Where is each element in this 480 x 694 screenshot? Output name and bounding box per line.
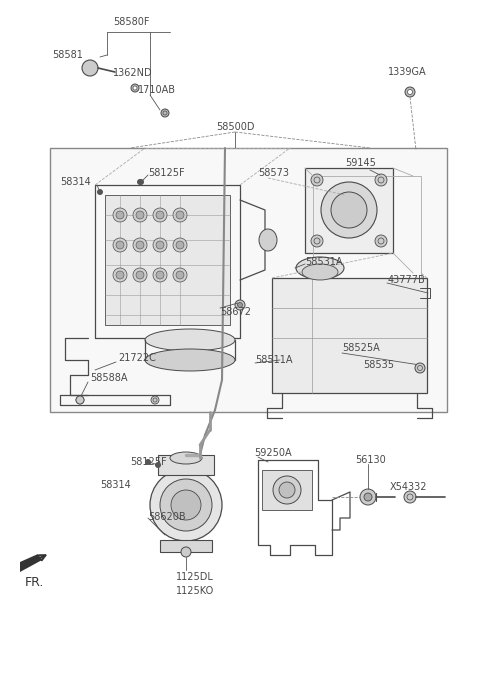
- Circle shape: [97, 189, 103, 195]
- Circle shape: [82, 60, 98, 76]
- Circle shape: [133, 86, 137, 90]
- Circle shape: [176, 211, 184, 219]
- Ellipse shape: [150, 469, 222, 541]
- Ellipse shape: [145, 349, 235, 371]
- Text: 1339GA: 1339GA: [388, 67, 427, 77]
- Circle shape: [311, 235, 323, 247]
- Ellipse shape: [259, 229, 277, 251]
- Bar: [262, 470, 312, 510]
- Circle shape: [153, 238, 167, 252]
- Circle shape: [405, 87, 415, 97]
- Circle shape: [113, 268, 127, 282]
- Text: 1125KO: 1125KO: [176, 586, 214, 596]
- Circle shape: [404, 491, 416, 503]
- Circle shape: [155, 462, 161, 468]
- Circle shape: [133, 208, 147, 222]
- Ellipse shape: [145, 329, 235, 351]
- Circle shape: [176, 241, 184, 249]
- Circle shape: [279, 482, 295, 498]
- Circle shape: [156, 241, 164, 249]
- Text: 58580F: 58580F: [113, 17, 149, 27]
- Circle shape: [331, 192, 367, 228]
- Text: 1125DL: 1125DL: [176, 572, 214, 582]
- Text: 58314: 58314: [60, 177, 91, 187]
- Circle shape: [145, 459, 151, 465]
- Bar: [105, 195, 230, 325]
- Ellipse shape: [302, 264, 338, 280]
- Bar: [160, 540, 212, 552]
- Text: 58125F: 58125F: [130, 457, 167, 467]
- Text: 58588A: 58588A: [90, 373, 128, 383]
- Circle shape: [375, 235, 387, 247]
- Text: 58511A: 58511A: [255, 355, 292, 365]
- Text: 58672: 58672: [220, 307, 251, 317]
- Circle shape: [238, 303, 242, 307]
- Bar: [272, 278, 427, 393]
- Circle shape: [136, 271, 144, 279]
- Ellipse shape: [170, 452, 202, 464]
- Text: 58535: 58535: [363, 360, 394, 370]
- Text: 59250A: 59250A: [254, 448, 292, 458]
- Circle shape: [181, 547, 191, 557]
- Bar: [158, 455, 214, 475]
- Circle shape: [116, 211, 124, 219]
- Bar: [305, 168, 393, 253]
- Text: 58573: 58573: [258, 168, 289, 178]
- Circle shape: [173, 268, 187, 282]
- Text: 58125F: 58125F: [148, 168, 185, 178]
- Circle shape: [153, 268, 167, 282]
- Circle shape: [137, 179, 143, 185]
- Text: 43777B: 43777B: [388, 275, 426, 285]
- Text: 1362ND: 1362ND: [113, 68, 153, 78]
- Ellipse shape: [160, 479, 212, 531]
- Text: 58314: 58314: [100, 480, 131, 490]
- Circle shape: [375, 174, 387, 186]
- Circle shape: [133, 238, 147, 252]
- Circle shape: [408, 90, 412, 94]
- Circle shape: [173, 208, 187, 222]
- Circle shape: [76, 396, 84, 404]
- Circle shape: [151, 396, 159, 404]
- Circle shape: [156, 271, 164, 279]
- Circle shape: [360, 489, 376, 505]
- Circle shape: [116, 271, 124, 279]
- Circle shape: [161, 109, 169, 117]
- Circle shape: [133, 268, 147, 282]
- Circle shape: [173, 238, 187, 252]
- Polygon shape: [20, 554, 42, 572]
- Circle shape: [235, 300, 245, 310]
- Text: 58500D: 58500D: [216, 122, 254, 132]
- Circle shape: [138, 179, 144, 185]
- Circle shape: [273, 476, 301, 504]
- Ellipse shape: [296, 257, 344, 279]
- Text: 58525A: 58525A: [342, 343, 380, 353]
- Circle shape: [76, 396, 84, 404]
- Circle shape: [364, 493, 372, 501]
- Ellipse shape: [171, 490, 201, 520]
- Text: 1710AB: 1710AB: [138, 85, 176, 95]
- Circle shape: [131, 84, 139, 92]
- Text: 58531A: 58531A: [305, 257, 343, 267]
- Text: 59145: 59145: [345, 158, 376, 168]
- Bar: [50, 148, 447, 412]
- Circle shape: [153, 208, 167, 222]
- Text: 21722C: 21722C: [118, 353, 156, 363]
- Circle shape: [136, 211, 144, 219]
- Circle shape: [156, 211, 164, 219]
- Circle shape: [113, 208, 127, 222]
- Bar: [313, 176, 421, 281]
- Circle shape: [113, 238, 127, 252]
- Circle shape: [136, 241, 144, 249]
- Circle shape: [311, 174, 323, 186]
- Circle shape: [116, 241, 124, 249]
- Text: 58581: 58581: [52, 50, 83, 60]
- Text: 58620B: 58620B: [148, 512, 186, 522]
- Circle shape: [321, 182, 377, 238]
- Circle shape: [415, 363, 425, 373]
- Circle shape: [176, 271, 184, 279]
- Text: X54332: X54332: [390, 482, 428, 492]
- Text: FR.: FR.: [25, 575, 44, 589]
- Text: 56130: 56130: [355, 455, 386, 465]
